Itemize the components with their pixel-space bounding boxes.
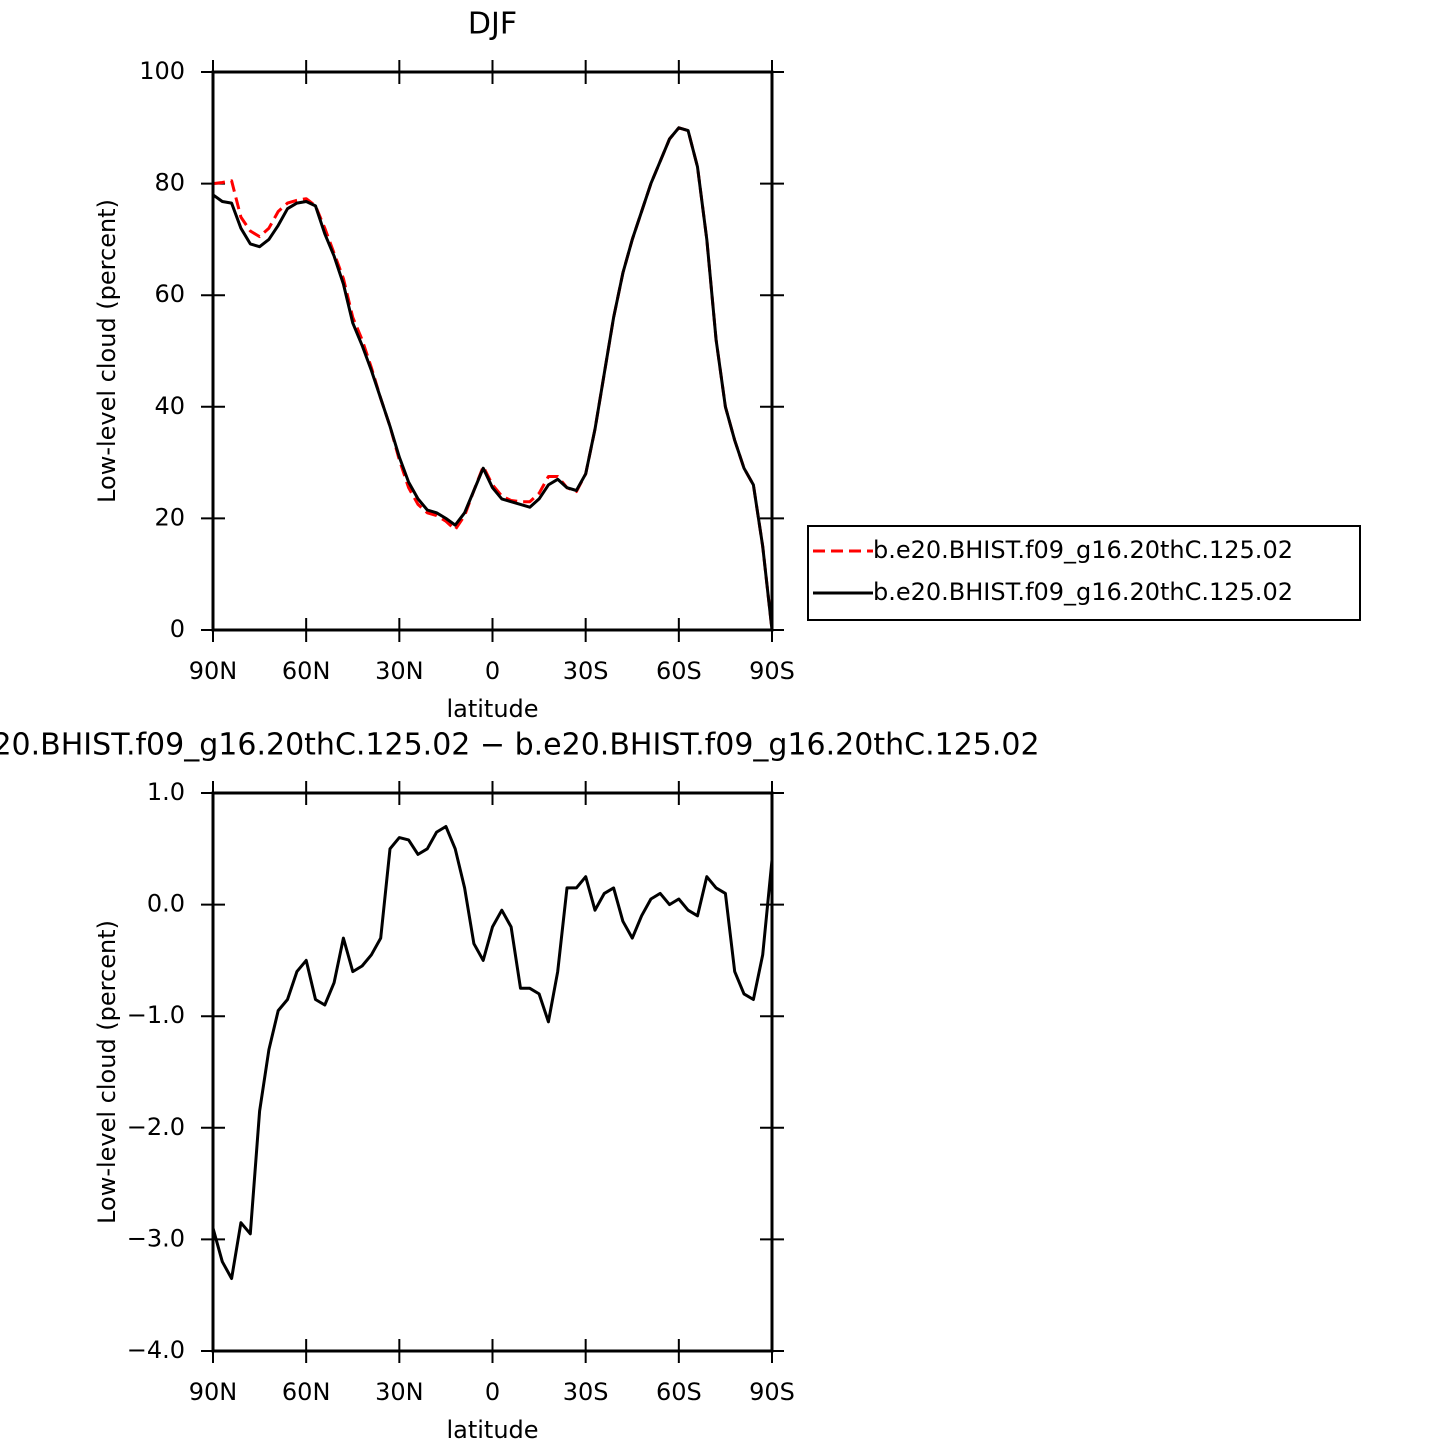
x-axis-label: latitude bbox=[446, 1416, 538, 1444]
x-tick-label: 60N bbox=[282, 657, 331, 685]
x-axis-label: latitude bbox=[446, 695, 538, 723]
plot-frame bbox=[211, 791, 774, 1353]
x-tick-label: 60S bbox=[656, 1378, 702, 1406]
y-tick-label: 80 bbox=[154, 169, 185, 197]
x-tick-label: 90S bbox=[749, 1378, 795, 1406]
y-tick-label: 100 bbox=[139, 57, 185, 85]
y-tick-label: 60 bbox=[154, 280, 185, 308]
legend-box bbox=[807, 525, 1361, 621]
y-tick-label: 1.0 bbox=[147, 778, 185, 806]
y-tick-label: −3.0 bbox=[127, 1224, 185, 1252]
y-tick-label: 40 bbox=[154, 392, 185, 420]
y-tick-label: 0 bbox=[170, 615, 185, 643]
y-axis-label: Low-level cloud (percent) bbox=[93, 920, 121, 1224]
data-line bbox=[211, 825, 774, 1280]
data-line bbox=[212, 126, 774, 631]
y-axis-label: Low-level cloud (percent) bbox=[93, 199, 121, 503]
y-tick-label: 20 bbox=[154, 503, 185, 531]
y-tick-label: −2.0 bbox=[127, 1113, 185, 1141]
chart-title: DJF bbox=[468, 7, 517, 42]
x-tick-label: 30N bbox=[375, 657, 424, 685]
legend-label: b.e20.BHIST.f09_g16.20thC.125.02 bbox=[873, 578, 1293, 606]
x-tick-label: 0 bbox=[485, 657, 500, 685]
chart-title: b.e20.BHIST.f09_g16.20thC.125.02 − b.e20… bbox=[0, 728, 1040, 763]
x-tick-label: 90N bbox=[189, 657, 238, 685]
x-tick-label: 0 bbox=[485, 1378, 500, 1406]
x-tick-label: 30S bbox=[563, 657, 609, 685]
plot-frame bbox=[211, 70, 774, 632]
y-tick-label: −1.0 bbox=[127, 1001, 185, 1029]
x-tick-label: 60N bbox=[282, 1378, 331, 1406]
x-tick-label: 90S bbox=[749, 657, 795, 685]
x-tick-label: 30N bbox=[375, 1378, 424, 1406]
x-tick-label: 60S bbox=[656, 657, 702, 685]
legend-label: b.e20.BHIST.f09_g16.20thC.125.02 bbox=[873, 536, 1293, 564]
x-tick-label: 30S bbox=[563, 1378, 609, 1406]
x-tick-label: 90N bbox=[189, 1378, 238, 1406]
y-tick-label: 0.0 bbox=[147, 890, 185, 918]
y-tick-label: −4.0 bbox=[127, 1336, 185, 1364]
